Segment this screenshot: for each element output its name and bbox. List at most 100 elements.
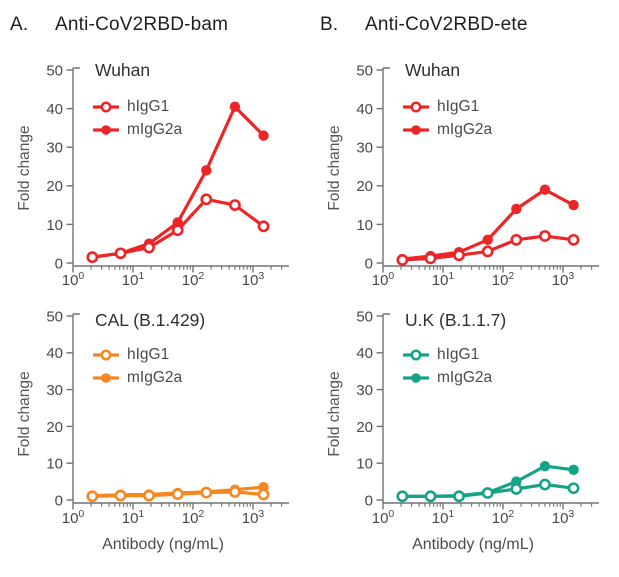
legend: hIgG1 mIgG2a xyxy=(403,95,492,141)
open-circle-marker-icon xyxy=(403,349,429,360)
y-tick-label: 20 xyxy=(46,419,63,436)
data-point-hIgG1 xyxy=(200,193,213,206)
y-tick-label: 50 xyxy=(356,308,373,325)
y-tick-label: 40 xyxy=(46,101,63,118)
y-tick-label: 20 xyxy=(356,419,373,436)
y-tick-label: 50 xyxy=(356,62,373,79)
x-tick-label: 101 xyxy=(432,508,455,527)
chart-a-cal: Fold change 0 10 20 30 40 50 100 101 102 103 CAL … xyxy=(0,286,305,577)
chart-title: Wuhan xyxy=(405,60,461,80)
x-tick-label: 103 xyxy=(242,270,265,289)
data-point-hIgG1 xyxy=(453,490,465,503)
data-point-hIgG1 xyxy=(257,220,270,233)
data-point-hIgG1 xyxy=(453,249,465,262)
x-tick-label: 103 xyxy=(552,508,575,527)
chart-title: Wuhan xyxy=(95,60,151,80)
x-tick-label: 100 xyxy=(372,270,395,289)
legend-label: mIgG2a xyxy=(437,368,493,386)
data-point-mIgG2a xyxy=(258,130,269,141)
chart-title: U.K (B.1.1.7) xyxy=(405,310,507,330)
legend-label: mIgG2a xyxy=(127,120,183,138)
legend-open-circle xyxy=(100,101,112,112)
data-point-hIgG1 xyxy=(143,489,155,502)
legend-open-circle xyxy=(100,349,112,360)
data-point-hIgG1 xyxy=(171,224,184,237)
y-tick-label: 30 xyxy=(46,382,63,399)
x-axis-label: Antibody (ng/mL) xyxy=(412,536,534,553)
y-tick-label: 10 xyxy=(356,217,373,234)
data-point-hIgG1 xyxy=(171,488,184,501)
filled-circle-marker-icon xyxy=(93,372,119,383)
legend-label: hIgG1 xyxy=(127,97,170,115)
chart-a-wuhan: Fold change 0 10 20 30 40 50 100 101 102 103 Wuha… xyxy=(0,48,305,340)
panel-a-name: Anti-CoV2RBD-bam xyxy=(55,14,229,35)
plot-area: 0 10 20 30 40 50 100 101 102 103 xyxy=(46,308,289,527)
plot-area: 0 10 20 30 40 50 100 101 102 103 xyxy=(356,308,599,527)
y-axis xyxy=(382,313,390,503)
x-axis-label: Antibody (ng/mL) xyxy=(102,536,224,553)
panel-a-title: A. Anti-CoV2RBD-bam xyxy=(10,14,228,36)
x-tick-label: 103 xyxy=(242,508,265,527)
x-tick-label: 102 xyxy=(492,508,515,527)
legend: hIgG1 mIgG2a xyxy=(93,95,182,141)
filled-circle-marker-icon xyxy=(403,372,429,383)
y-tick-label: 0 xyxy=(365,492,373,509)
y-tick-label: 0 xyxy=(55,255,63,272)
chart-title: CAL (B.1.429) xyxy=(95,310,206,330)
y-tick-label: 40 xyxy=(356,345,373,362)
data-point-mIgG2a xyxy=(201,165,212,176)
data-point-hIgG1 xyxy=(86,251,99,264)
open-circle-marker-icon xyxy=(403,101,429,112)
y-tick-label: 0 xyxy=(365,255,373,272)
open-circle-marker-icon xyxy=(93,349,119,360)
plot-area: 0 10 20 30 40 50 100 101 102 103 xyxy=(356,62,599,289)
data-point-hIgG1 xyxy=(396,490,409,503)
panel-b-title: B. Anti-CoV2RBD-ete xyxy=(320,14,528,36)
legend: hIgG1 mIgG2a xyxy=(403,343,492,389)
legend-item-migg2a: mIgG2a xyxy=(403,366,492,389)
plot-area: 0 10 20 30 40 50 100 101 102 103 xyxy=(46,62,289,289)
data-point-mIgG2a xyxy=(229,101,241,112)
panel-a-letter: A. xyxy=(10,14,29,35)
y-tick-label: 50 xyxy=(46,308,63,325)
x-tick-label: 101 xyxy=(122,270,145,289)
data-point-mIgG2a xyxy=(482,234,493,246)
data-point-hIgG1 xyxy=(114,489,127,502)
filled-circle-marker-icon xyxy=(93,124,119,135)
data-point-hIgG1 xyxy=(200,486,213,499)
data-point-hIgG1 xyxy=(229,486,241,498)
legend-open-circle xyxy=(410,349,422,360)
data-point-hIgG1 xyxy=(114,247,127,260)
legend-open-circle xyxy=(410,101,422,112)
y-axis xyxy=(72,313,80,503)
y-tick-label: 40 xyxy=(356,101,373,118)
legend-item-migg2a: mIgG2a xyxy=(93,366,182,389)
data-point-hIgG1 xyxy=(86,490,99,503)
x-tick-label: 103 xyxy=(552,270,575,289)
data-point-hIgG1 xyxy=(257,488,270,501)
data-point-hIgG1 xyxy=(539,230,551,242)
data-point-mIgG2a xyxy=(568,464,579,476)
x-tick-label: 100 xyxy=(372,508,395,527)
y-tick-label: 30 xyxy=(356,140,373,157)
chart-b-uk: Fold change 0 10 20 30 40 50 100 101 102 103 U.K … xyxy=(310,286,615,577)
y-axis xyxy=(72,67,80,266)
data-point-hIgG1 xyxy=(567,233,580,246)
data-point-mIgG2a xyxy=(511,203,522,215)
data-point-hIgG1 xyxy=(229,199,241,211)
x-tick-label: 101 xyxy=(122,508,145,527)
legend-filled-circle xyxy=(101,124,111,135)
data-point-hIgG1 xyxy=(396,254,409,266)
panel-b-letter: B. xyxy=(320,14,339,35)
y-tick-label: 10 xyxy=(46,217,63,234)
data-point-hIgG1 xyxy=(510,233,523,246)
data-point-hIgG1 xyxy=(481,245,494,258)
legend-item-migg2a: mIgG2a xyxy=(93,118,182,141)
y-tick-label: 20 xyxy=(356,178,373,195)
data-point-hIgG1 xyxy=(510,483,523,495)
y-tick-label: 30 xyxy=(46,140,63,157)
data-point-hIgG1 xyxy=(481,487,494,499)
y-tick-label: 10 xyxy=(46,456,63,473)
x-tick-label: 100 xyxy=(62,508,85,527)
